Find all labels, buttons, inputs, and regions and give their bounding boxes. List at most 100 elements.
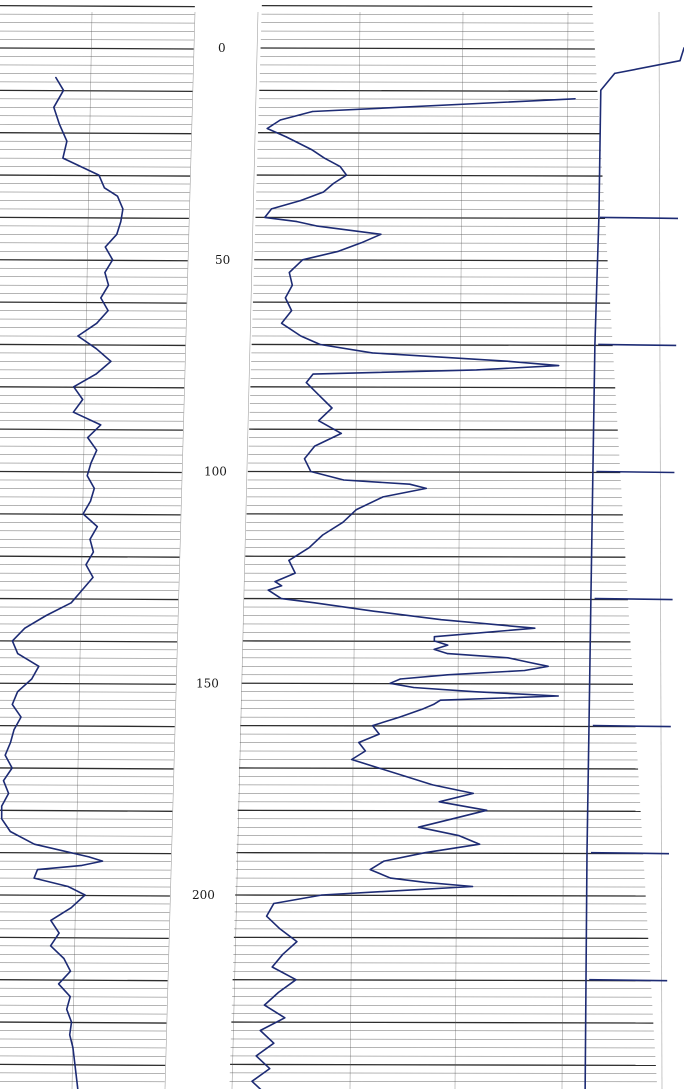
left-track-gridline-194 bbox=[0, 869, 171, 871]
left-track-point-49 bbox=[20, 716, 22, 718]
left-track-point-70 bbox=[50, 945, 52, 947]
middle-track-gridline-6 bbox=[259, 73, 597, 75]
middle-track-gridline-196 bbox=[235, 877, 645, 879]
left-track-gridline-64 bbox=[0, 318, 187, 320]
left-track-point-37 bbox=[85, 564, 87, 566]
left-track-gridline-96 bbox=[0, 454, 183, 456]
left-track-gridline-8 bbox=[0, 81, 193, 83]
left-track-gridline-18 bbox=[0, 124, 192, 125]
middle-track-point-70 bbox=[413, 686, 415, 689]
middle-track-point-32 bbox=[305, 382, 307, 384]
left-track-gridline-130 bbox=[0, 597, 179, 601]
left-track-point-40 bbox=[70, 602, 72, 604]
left-track-gridline-80 bbox=[0, 386, 185, 389]
middle-track-point-113 bbox=[251, 1080, 253, 1082]
left-track-point-31 bbox=[93, 487, 95, 489]
left-track-point-48 bbox=[11, 703, 13, 706]
left-track-gridline-74 bbox=[0, 361, 185, 363]
right-track-point-10 bbox=[585, 979, 587, 981]
middle-track-point-18 bbox=[337, 250, 340, 252]
middle-track-gridline-166 bbox=[239, 750, 638, 752]
right-track-point-2 bbox=[614, 72, 616, 74]
left-track-gridline-216 bbox=[0, 962, 169, 964]
right-track-point-1 bbox=[679, 60, 681, 62]
left-track-point-17 bbox=[107, 310, 109, 312]
left-track-gridline-140 bbox=[0, 640, 178, 643]
middle-track-point-87 bbox=[486, 809, 488, 811]
middle-track-point-67 bbox=[446, 674, 448, 676]
middle-track-point-39 bbox=[310, 470, 312, 473]
left-track-gridline-114 bbox=[0, 530, 181, 532]
left-track-point-46 bbox=[31, 678, 33, 680]
middle-track-point-105 bbox=[295, 979, 297, 981]
middle-track-gridline-186 bbox=[236, 835, 643, 837]
left-track-gridline-32 bbox=[0, 183, 190, 185]
left-track-gridline-172 bbox=[0, 776, 174, 778]
middle-track-point-9 bbox=[332, 182, 334, 185]
left-track-gridline-184 bbox=[0, 827, 172, 828]
left-track-gridline-146 bbox=[0, 666, 177, 668]
middle-track-gridline-192 bbox=[236, 860, 644, 862]
left-track-point-50 bbox=[13, 729, 15, 731]
left-track-point-11 bbox=[116, 233, 118, 235]
left-track-gridline-58 bbox=[0, 293, 187, 295]
middle-track-gridline-128 bbox=[244, 589, 628, 591]
depth-marker-220 bbox=[589, 978, 668, 982]
left-track-point-56 bbox=[1, 805, 3, 807]
middle-track-gridline-106 bbox=[247, 496, 622, 498]
middle-track-gridline-76 bbox=[250, 369, 615, 371]
middle-track-gridline-234 bbox=[230, 1038, 655, 1040]
left-track-point-32 bbox=[89, 500, 92, 502]
left-track-point-38 bbox=[92, 576, 94, 579]
left-track-gridline-148 bbox=[0, 674, 177, 676]
middle-track-point-15 bbox=[315, 225, 317, 227]
middle-track-point-43 bbox=[382, 496, 384, 498]
middle-track-gridline-220 bbox=[232, 979, 651, 982]
middle-track-gridline-50 bbox=[254, 259, 608, 262]
middle-track-gridline-26 bbox=[257, 157, 602, 159]
log-traces bbox=[0, 47, 684, 1089]
left-track-gridline-170 bbox=[0, 767, 174, 770]
middle-track-gridline-52 bbox=[253, 267, 609, 269]
middle-track-gridline-36 bbox=[255, 200, 605, 202]
right-track-point-7 bbox=[590, 598, 592, 600]
middle-track-point-40 bbox=[343, 479, 345, 481]
middle-track-point-30 bbox=[476, 369, 478, 371]
left-track-gridline-202 bbox=[0, 903, 170, 905]
depth-tick-label-150: 150 bbox=[196, 676, 219, 690]
left-track-gridline-198 bbox=[0, 886, 171, 888]
left-track-gridline-60 bbox=[0, 301, 187, 304]
middle-track-point-50 bbox=[274, 581, 276, 583]
middle-track-point-53 bbox=[280, 598, 282, 600]
depth-tick-labels: 0 50 100 150 200 bbox=[192, 41, 230, 902]
left-track-point-30 bbox=[86, 475, 88, 477]
middle-track-point-34 bbox=[331, 407, 333, 409]
middle-track-gridline-184 bbox=[237, 827, 642, 828]
left-track-gridline-42 bbox=[0, 225, 189, 227]
left-track-point-45 bbox=[38, 665, 40, 667]
middle-track-gridline--10 bbox=[261, 5, 593, 8]
middle-track-gridline-126 bbox=[244, 581, 627, 583]
middle-track-gridline-14 bbox=[258, 107, 599, 109]
left-track-gridline-50 bbox=[0, 259, 188, 262]
middle-track-point-52 bbox=[267, 589, 269, 591]
middle-track-point-16 bbox=[380, 233, 382, 235]
left-track-point-60 bbox=[88, 856, 90, 858]
middle-track-point-38 bbox=[303, 458, 306, 460]
left-track-point-2 bbox=[53, 106, 55, 108]
middle-track-gridline-16 bbox=[258, 115, 599, 117]
middle-track-point-56 bbox=[440, 619, 442, 621]
middle-track-gridline--2 bbox=[260, 39, 595, 41]
left-track-gridline-118 bbox=[0, 547, 180, 549]
middle-track-vline-1 bbox=[349, 11, 361, 1089]
middle-track-gridline-150 bbox=[241, 682, 633, 685]
middle-track-gridline-238 bbox=[230, 1055, 656, 1057]
left-track-gridline--6 bbox=[0, 22, 195, 24]
left-track-point-73 bbox=[58, 983, 60, 985]
left-track-point-33 bbox=[82, 513, 84, 515]
middle-track-point-96 bbox=[424, 881, 426, 883]
middle-track-gridline-226 bbox=[231, 1004, 653, 1006]
left-track-gridline-208 bbox=[0, 928, 169, 930]
middle-track-point-74 bbox=[433, 703, 435, 706]
middle-track-point-1 bbox=[311, 110, 314, 113]
